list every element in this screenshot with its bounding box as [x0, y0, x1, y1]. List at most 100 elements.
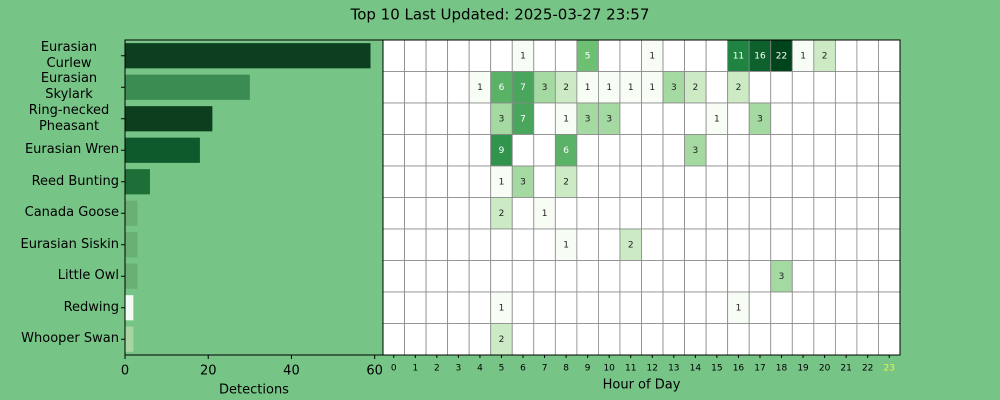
empty-cell: [447, 71, 470, 104]
bar: [125, 137, 200, 163]
empty-cell: [813, 291, 836, 324]
empty-cell: [425, 165, 449, 198]
empty-cell: [791, 228, 815, 261]
empty-cell: [727, 228, 750, 261]
empty-cell: [447, 102, 470, 135]
empty-cell: [619, 165, 642, 198]
x-tick-label: 5: [499, 364, 505, 374]
empty-cell: [727, 102, 750, 135]
empty-cell: [878, 102, 901, 135]
empty-cell: [662, 165, 685, 198]
empty-cell: [468, 260, 492, 293]
empty-cell: [447, 197, 470, 230]
empty-cell: [511, 197, 535, 230]
empty-cell: [684, 39, 707, 72]
x-tick-label: 0: [391, 364, 397, 374]
y-tick-label: Whooper Swan: [21, 331, 119, 347]
empty-cell: [684, 291, 707, 324]
empty-cell: [878, 228, 901, 261]
empty-cell: [554, 291, 578, 324]
empty-cell: [727, 197, 750, 230]
x-tick-label: 2: [434, 364, 440, 374]
empty-cell: [684, 228, 707, 261]
cell-label: 1: [499, 177, 505, 187]
empty-cell: [533, 260, 556, 293]
x-tick-label: 0: [121, 364, 129, 379]
bar: [125, 169, 150, 195]
empty-cell: [770, 102, 793, 135]
empty-cell: [619, 323, 642, 356]
empty-cell: [619, 260, 642, 293]
empty-cell: [748, 71, 772, 104]
cell-label: 2: [499, 335, 505, 345]
x-tick-label: 11: [625, 364, 636, 374]
cell-label: 1: [649, 83, 655, 93]
cell-label: 6: [499, 83, 505, 93]
empty-cell: [878, 134, 901, 167]
empty-cell: [533, 228, 556, 261]
empty-cell: [791, 260, 815, 293]
empty-cell: [662, 323, 685, 356]
x-tick-label: 14: [690, 364, 702, 374]
empty-cell: [576, 323, 599, 356]
cell-label: 2: [628, 240, 634, 250]
empty-cell: [878, 197, 901, 230]
cell-label: 7: [520, 114, 526, 124]
bar: [125, 200, 138, 226]
empty-cell: [748, 165, 772, 198]
empty-cell: [447, 260, 470, 293]
empty-cell: [425, 260, 449, 293]
empty-cell: [619, 39, 642, 72]
empty-cell: [834, 228, 858, 261]
empty-cell: [533, 165, 556, 198]
x-tick-label: 3: [456, 364, 462, 374]
empty-cell: [813, 260, 836, 293]
empty-cell: [425, 323, 449, 356]
empty-cell: [490, 39, 513, 72]
cell-label: 2: [563, 177, 569, 187]
x-tick-label: 60: [366, 364, 383, 379]
empty-cell: [382, 291, 405, 324]
x-tick-label: 40: [283, 364, 300, 379]
empty-cell: [791, 71, 815, 104]
empty-cell: [404, 197, 427, 230]
x-tick-label: 6: [520, 364, 526, 374]
empty-cell: [382, 228, 405, 261]
bar: [125, 326, 134, 352]
cell-label: 1: [585, 83, 591, 93]
empty-cell: [727, 260, 750, 293]
empty-cell: [770, 323, 793, 356]
cell-label: 1: [606, 83, 612, 93]
cell-label: 3: [606, 114, 612, 124]
empty-cell: [641, 291, 664, 324]
empty-cell: [382, 323, 405, 356]
empty-cell: [468, 134, 492, 167]
empty-cell: [791, 134, 815, 167]
empty-cell: [404, 323, 427, 356]
empty-cell: [813, 134, 836, 167]
y-tick-label-box: Ring-necked Pheasant: [19, 103, 119, 135]
empty-cell: [791, 102, 815, 135]
empty-cell: [425, 39, 449, 72]
cell-label: 3: [542, 83, 548, 93]
empty-cell: [856, 323, 879, 356]
empty-cell: [662, 260, 685, 293]
x-tick-label: 20: [200, 364, 217, 379]
empty-cell: [641, 102, 664, 135]
x-tick-label: 9: [585, 364, 591, 374]
empty-cell: [641, 323, 664, 356]
empty-cell: [748, 291, 772, 324]
x-tick-label: 13: [668, 364, 679, 374]
empty-cell: [468, 197, 492, 230]
empty-cell: [770, 71, 793, 104]
y-tick-label-box: Eurasian Siskin: [20, 229, 119, 261]
cell-label: 1: [520, 51, 526, 61]
empty-cell: [705, 197, 729, 230]
empty-cell: [468, 39, 492, 72]
y-tick-label-box: Eurasian Curlew: [19, 40, 119, 72]
empty-cell: [727, 165, 750, 198]
empty-cell: [554, 260, 578, 293]
empty-cell: [468, 228, 492, 261]
empty-cell: [705, 134, 729, 167]
